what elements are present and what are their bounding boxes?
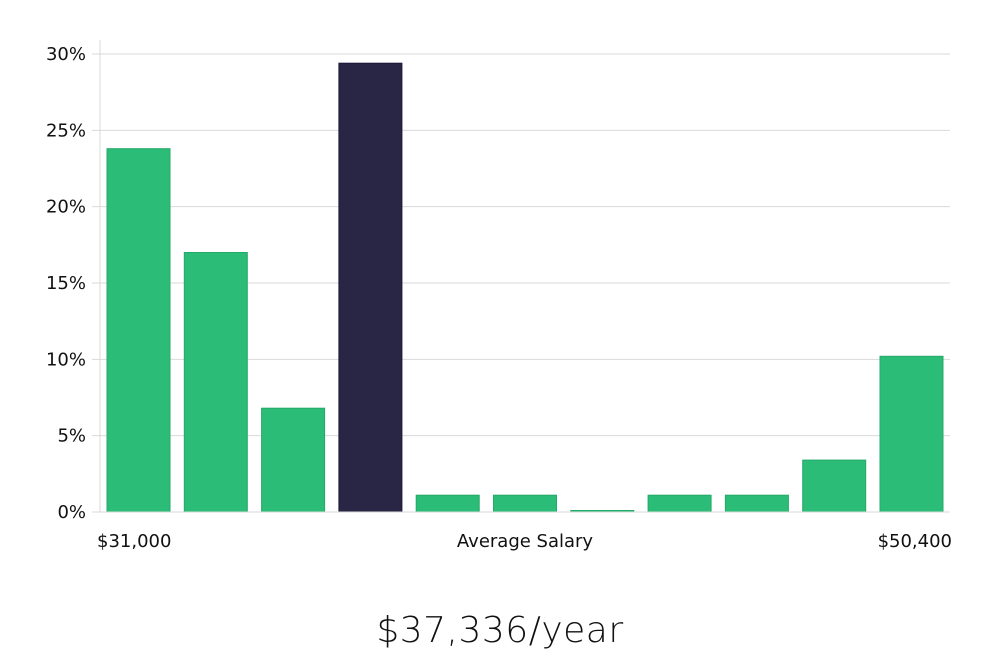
y-tick-label: 5% bbox=[57, 426, 86, 447]
histogram-bar-highlight bbox=[338, 62, 403, 513]
y-axis: 0% 5% 10% 15% 20% 25% 30% bbox=[46, 44, 86, 523]
x-max-label: $50,400 bbox=[878, 531, 952, 552]
salary-histogram: 0% 5% 10% 15% 20% 25% 30% $31,000 Average Sala… bbox=[46, 40, 952, 552]
histogram-bar bbox=[183, 252, 248, 513]
y-tick-label: 0% bbox=[57, 502, 86, 523]
y-tick-label: 10% bbox=[46, 349, 86, 370]
histogram-bar bbox=[647, 494, 712, 513]
histogram-bar bbox=[879, 355, 944, 513]
x-axis-label: Average Salary bbox=[457, 531, 594, 552]
y-tick-label: 20% bbox=[46, 197, 86, 218]
histogram-bar bbox=[261, 407, 326, 513]
histogram-bar bbox=[106, 148, 171, 513]
y-tick-label: 30% bbox=[46, 44, 86, 65]
histogram-bar bbox=[802, 459, 867, 513]
average-salary-headline: $37,336/year bbox=[376, 610, 624, 651]
histogram-bar bbox=[493, 494, 557, 513]
bars bbox=[106, 62, 944, 513]
histogram-bar bbox=[724, 494, 789, 513]
y-tick-label: 15% bbox=[46, 273, 86, 294]
y-tick-label: 25% bbox=[46, 120, 86, 141]
histogram-bar bbox=[415, 494, 480, 513]
x-min-label: $31,000 bbox=[97, 531, 171, 552]
